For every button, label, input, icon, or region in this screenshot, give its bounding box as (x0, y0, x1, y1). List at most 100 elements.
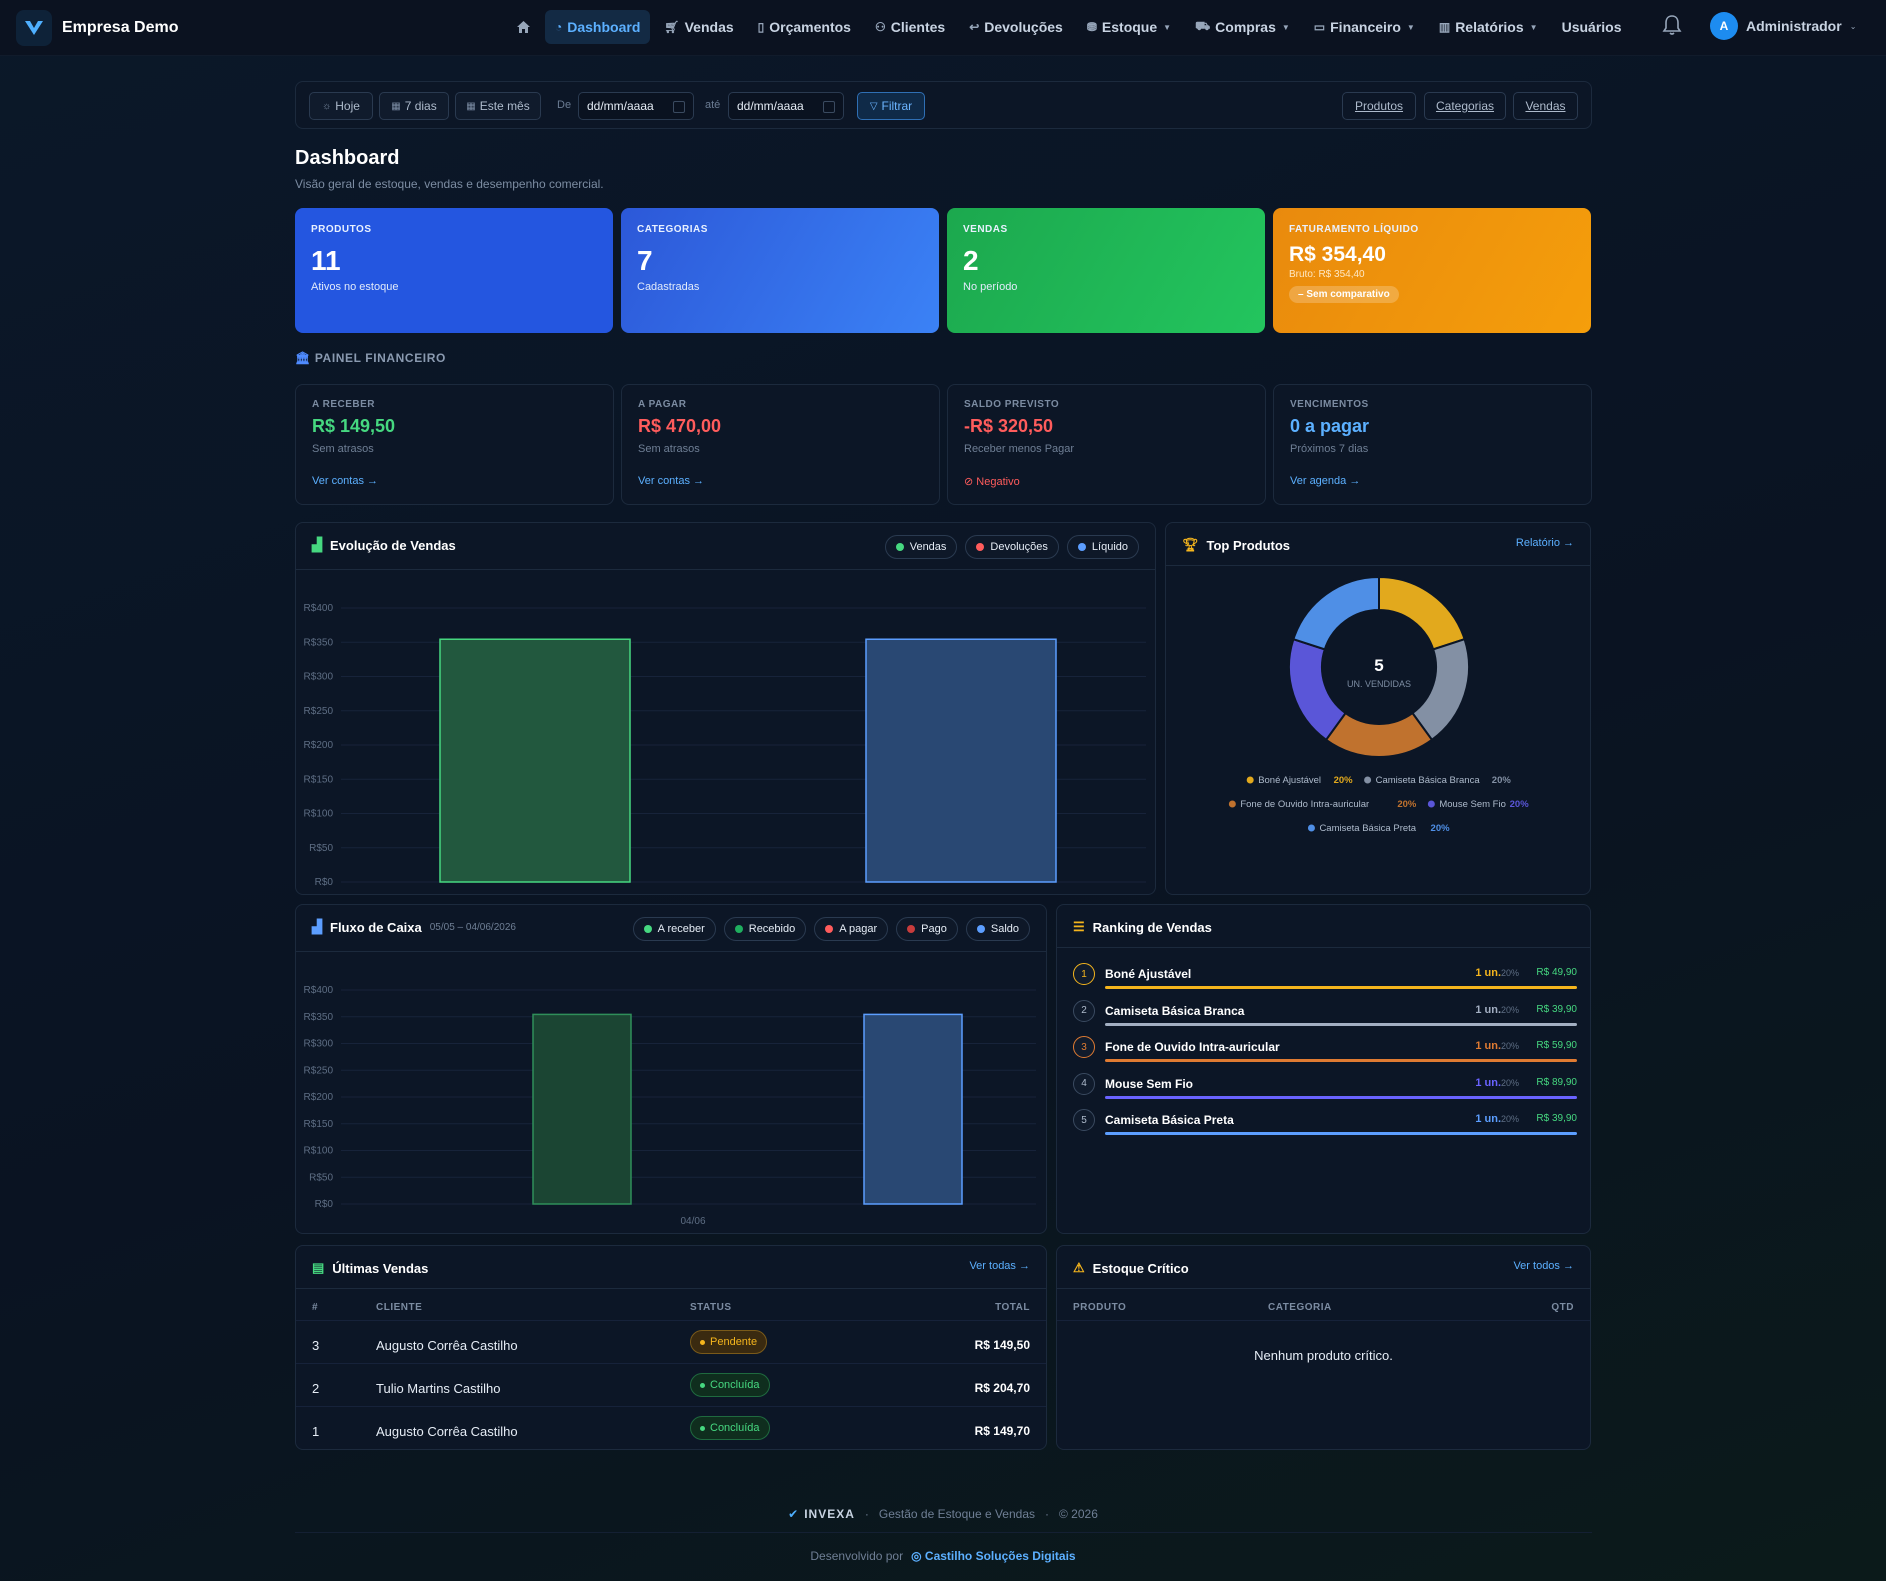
nav-financeiro[interactable]: ▭ Financeiro ▼ (1304, 10, 1425, 44)
rank-product-name: Camiseta Básica Preta (1105, 1113, 1234, 1127)
ranking-item[interactable]: 1 Boné Ajustável 1 un. 20% R$ 49,90 (1073, 963, 1577, 999)
notifications-bell-icon[interactable] (1662, 14, 1682, 39)
ranking-item[interactable]: 3 Fone de Ouvido Intra-auricular 1 un. 20% R… (1073, 1036, 1577, 1072)
nav-usuarios[interactable]: Usuários (1552, 10, 1632, 44)
y-tick-label: R$350 (304, 1012, 334, 1023)
legend-label: Saldo (990, 923, 1019, 935)
view-agenda-link[interactable]: Ver agenda → (1290, 475, 1361, 487)
view-receivables-link[interactable]: Ver contas → (312, 475, 379, 487)
ranking-item[interactable]: 4 Mouse Sem Fio 1 un. 20% R$ 89,90 (1073, 1072, 1577, 1109)
legend-a-receber[interactable]: A receber (632, 917, 716, 941)
rank-percent: 20% (1500, 1077, 1519, 1088)
top-products-title: Top Produtos (1206, 537, 1291, 553)
fin-sub: Sem atrasos (638, 443, 700, 455)
calendar-icon: ▦ (391, 100, 401, 112)
ranking-item[interactable]: 5 Camiseta Básica Preta 1 un. 20% R$ 39,90 (1073, 1109, 1577, 1145)
nav-home[interactable] (506, 10, 541, 44)
legend-label: Devoluções (990, 541, 1048, 553)
filter-7days-button[interactable]: ▦ 7 dias (379, 92, 449, 120)
nav-vendas[interactable]: 🛒︎ Vendas (654, 10, 743, 44)
report-link[interactable]: Relatório → (1515, 537, 1574, 549)
status-label: Concluída (710, 1422, 760, 1434)
shortcut-categorias-link[interactable]: Categorias (1424, 92, 1506, 120)
page-title: Dashboard (295, 147, 400, 169)
fin-sub: Sem atrasos (312, 443, 374, 455)
status-badge: Concluída (690, 1373, 770, 1397)
kpi-produtos-card: PRODUTOS 11 Ativos no estoque (295, 208, 613, 333)
view-all-sales-link[interactable]: Ver todas → (969, 1260, 1030, 1272)
user-menu[interactable]: A Administrador ⌄ (1710, 12, 1856, 40)
legend-dot (734, 925, 743, 933)
nav-usuarios-label: Usuários (1561, 19, 1622, 35)
fin-value: R$ 470,00 (638, 416, 722, 436)
latest-sales-card: ▤ Últimas Vendas Ver todas → # CLIENTE S… (295, 1245, 1047, 1450)
nav-compras[interactable]: ⛟ Compras ▼ (1185, 10, 1300, 44)
bar-vendas (439, 638, 631, 883)
ranking-item[interactable]: 2 Camiseta Básica Branca 1 un. 20% R$ 39,90 (1073, 999, 1577, 1036)
kpi-sub: Ativos no estoque (311, 281, 399, 293)
rank-qty: 1 un. (1475, 1113, 1501, 1125)
filter-month-button[interactable]: ▦ Este mês (455, 92, 541, 120)
legend-saldo[interactable]: Saldo (965, 917, 1030, 941)
calendar-picker-icon (673, 101, 685, 113)
legend-percent: 20% (1431, 823, 1451, 834)
legend-dot (643, 925, 652, 933)
y-tick-label: R$0 (315, 1199, 334, 1210)
rank-product-name: Camiseta Básica Branca (1105, 1003, 1245, 1018)
legend-devolucoes[interactable]: Devoluções (965, 535, 1059, 559)
nav-devolucoes[interactable]: ↩ Devoluções (959, 10, 1073, 44)
header-divider (296, 1320, 1046, 1321)
nav-estoque[interactable]: ⛃ Estoque ▼ (1077, 10, 1181, 44)
kpi-faturamento-card: FATURAMENTO LÍQUIDO R$ 354,40 Bruto: R$ … (1273, 208, 1591, 333)
date-to-field[interactable]: dd/mm/aaaa (728, 92, 844, 120)
brand-logo-icon (16, 10, 52, 46)
legend-label: Líquido (1091, 541, 1128, 553)
card-divider (1057, 1288, 1590, 1289)
calendar-icon: ▦ (466, 100, 476, 112)
donut-center-value: 5 (1374, 656, 1383, 675)
legend-pago[interactable]: Pago (896, 917, 958, 941)
rank-percent: 20% (1500, 1114, 1519, 1124)
nav-dashboard[interactable]: ◔ Dashboard (545, 10, 651, 44)
developer-link[interactable]: ◎ Castilho Soluções Digitais (911, 1549, 1076, 1563)
wallet-icon: ▭ (1313, 20, 1326, 34)
shortcut-vendas-link[interactable]: Vendas (1513, 92, 1578, 120)
legend-dot (1427, 800, 1435, 808)
rank-position: 4 (1073, 1072, 1095, 1095)
filter-apply-label: Filtrar (881, 99, 913, 113)
filter-apply-button[interactable]: ▽ Filtrar (857, 92, 925, 120)
sale-total: R$ 149,50 (974, 1338, 1030, 1352)
legend-liquido[interactable]: Líquido (1066, 535, 1139, 559)
kpi-sub: Cadastradas (637, 281, 700, 293)
date-from-field[interactable]: dd/mm/aaaa (578, 92, 694, 120)
nav-clientes[interactable]: ⚇ Clientes (865, 10, 955, 44)
rank-bar (1105, 1022, 1577, 1026)
legend-recebido[interactable]: Recebido (723, 917, 807, 941)
bar-saldo (863, 1013, 963, 1205)
donut-center-label: UN. VENDIDAS (1347, 679, 1411, 689)
card-divider (296, 1288, 1046, 1289)
sale-client: Augusto Corrêa Castilho (376, 1424, 518, 1439)
shortcut-produtos-link[interactable]: Produtos (1342, 92, 1416, 120)
finance-receivable-card: A RECEBER R$ 149,50 Sem atrasos Ver cont… (295, 384, 614, 505)
nav-orcamentos[interactable]: ▯ Orçamentos (748, 10, 861, 44)
legend-label: A receber (657, 923, 705, 935)
nav-relatorios[interactable]: ▥ Relatórios ▼ (1429, 10, 1548, 44)
donut-slice-bon-ajust-vel (1378, 575, 1466, 651)
cash-legend: A receber Recebido A pagar Pago Saldo (625, 917, 1030, 941)
filter-today-button[interactable]: ☼ Hoje (309, 92, 373, 120)
y-tick-label: R$100 (304, 1146, 334, 1157)
legend-vendas[interactable]: Vendas (884, 535, 958, 559)
status-label: Pendente (710, 1336, 758, 1348)
sales-ranking-card: ☰ Ranking de Vendas 1 Boné Ajustável 1 un.… (1056, 904, 1591, 1234)
rank-product-name: Boné Ajustável (1105, 967, 1192, 981)
view-payables-link[interactable]: Ver contas → (638, 475, 705, 487)
legend-percent: 20% (1334, 775, 1354, 786)
kpi-value: 11 (311, 245, 341, 276)
fin-value: -R$ 320,50 (964, 416, 1054, 436)
brand[interactable]: Empresa Demo (16, 10, 179, 46)
view-all-stock-link[interactable]: Ver todos → (1513, 1260, 1574, 1272)
rank-price: R$ 39,90 (1536, 1003, 1577, 1015)
legend-a-pagar[interactable]: A pagar (814, 917, 889, 941)
card-divider (1166, 565, 1590, 566)
